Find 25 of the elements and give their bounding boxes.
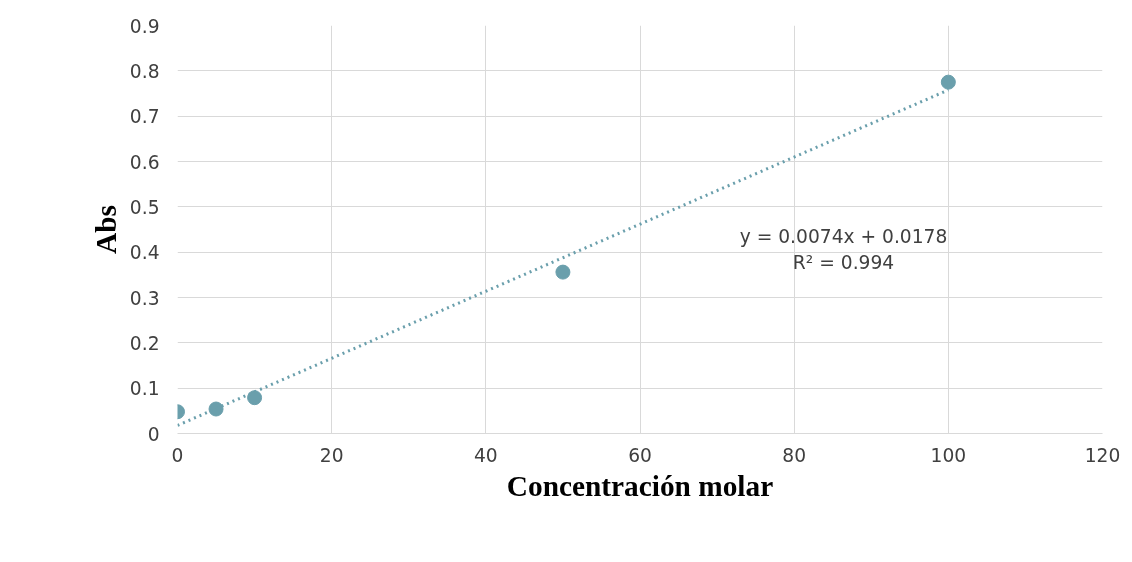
- annotation: y = 0.0074x + 0.0178: [739, 225, 948, 247]
- point: [940, 74, 956, 90]
- x-tick-label: 120: [1084, 444, 1121, 466]
- y-tick-label: 0.3: [129, 287, 160, 309]
- y-tick-label: 0.4: [129, 242, 160, 264]
- x-tick-label: 80: [782, 444, 807, 466]
- y-tick-label: 0.8: [129, 60, 160, 82]
- y-axis-title: Abs: [89, 205, 122, 254]
- annotation: R² = 0.994: [792, 251, 895, 273]
- x-tick-label: 40: [473, 444, 498, 466]
- y-tick-label: 0.5: [129, 196, 160, 218]
- y-tick-label: 0: [147, 423, 160, 445]
- point: [247, 390, 263, 406]
- y-tick-label: 0.1: [129, 378, 160, 400]
- x-tick-label: 60: [628, 444, 652, 466]
- y-tick-label: 0.7: [129, 106, 160, 128]
- x-tick-label: 100: [930, 444, 967, 466]
- y-tick-label: 0.9: [129, 15, 160, 37]
- point: [555, 264, 571, 280]
- x-axis-title: Concentración molar: [506, 469, 774, 502]
- x-tick-label: 20: [319, 444, 344, 466]
- y-tick-label: 0.6: [129, 151, 160, 173]
- y-tick-label: 0.2: [129, 332, 160, 354]
- x-tick-label: 0: [171, 444, 184, 466]
- point: [208, 401, 224, 417]
